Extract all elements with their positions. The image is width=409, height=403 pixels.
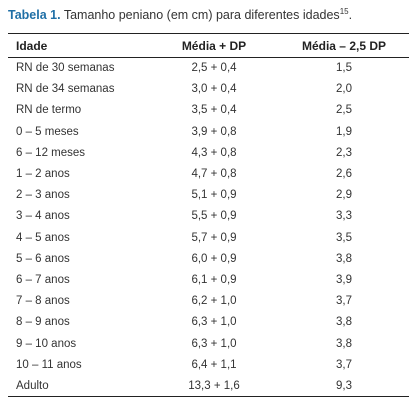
cell-media-dp: 4,3 + 0,8	[191, 146, 237, 159]
cell-media-dp: 6,4 + 1,1	[191, 358, 237, 371]
cell-media-minus-2-5-dp: 3,5	[336, 231, 352, 244]
cell-media-minus-2-5-dp: 3,8	[336, 316, 352, 329]
caption-label: Tabela 1.	[8, 8, 61, 22]
cell-media-dp: 6,2 + 1,0	[191, 295, 237, 308]
cell-media-dp: 5,7 + 0,9	[191, 231, 237, 244]
cell-idade: RN de 34 semanas	[16, 83, 115, 96]
cell-media-minus-2-5-dp: 2,5	[336, 104, 352, 117]
table-header: Idade Média + DP Média – 2,5 DP	[8, 33, 409, 58]
cell-media-dp: 13,3 + 1,6	[150, 375, 278, 398]
table-row: 1 – 2 anos 4,7 + 0,8 2,6	[8, 163, 409, 184]
cell-media-minus-2-5-dp: 3,9	[336, 273, 352, 286]
table-row: RN de 34 semanas 3,0 + 0,4 2,0	[8, 79, 409, 100]
cell-idade: 8 – 9 anos	[16, 316, 70, 329]
table-row: 6 – 12 meses 4,3 + 0,8 2,3	[8, 142, 409, 163]
cell-idade: 0 – 5 meses	[16, 125, 79, 138]
table-row: RN de 30 semanas 2,5 + 0,4 1,5	[8, 58, 409, 79]
cell-media-minus-2-5-dp: 2,6	[336, 168, 352, 181]
cell-media-minus-2-5-dp: 3,8	[336, 252, 352, 265]
caption-reference: 15	[339, 7, 349, 16]
cell-idade: 2 – 3 anos	[16, 189, 70, 202]
cell-media-minus-2-5-dp: 2,3	[336, 146, 352, 159]
cell-media-minus-2-5-dp: 3,3	[336, 210, 352, 223]
table-caption: Tabela 1. Tamanho peniano (em cm) para d…	[8, 7, 352, 23]
header-media-minus-2-5-dp: Média – 2,5 DP	[278, 33, 409, 58]
cell-media-dp: 3,9 + 0,8	[191, 125, 237, 138]
cell-idade: RN de termo	[16, 104, 82, 117]
table-row: 2 – 3 anos 5,1 + 0,9 2,9	[8, 185, 409, 206]
cell-media-minus-2-5-dp: 3,7	[336, 295, 352, 308]
table-row: 8 – 9 anos 6,3 + 1,0 3,8	[8, 312, 409, 333]
cell-media-minus-2-5-dp: 1,9	[336, 125, 352, 138]
table-row: 0 – 5 meses 3,9 + 0,8 1,9	[8, 121, 409, 142]
cell-idade: 9 – 10 anos	[16, 337, 77, 350]
cell-idade: Adulto	[8, 375, 150, 398]
cell-media-dp: 3,5 + 0,4	[191, 104, 237, 117]
table-row: 9 – 10 anos 6,3 + 1,0 3,8	[8, 333, 409, 354]
cell-media-dp: 3,0 + 0,4	[191, 83, 237, 96]
header-row: Idade Média + DP Média – 2,5 DP	[8, 33, 409, 58]
table-row: RN de termo 3,5 + 0,4 2,5	[8, 100, 409, 121]
cell-idade: 5 – 6 anos	[16, 252, 70, 265]
table-row: 10 – 11 anos 6,4 + 1,1 3,7	[8, 354, 409, 375]
penis-size-table: Idade Média + DP Média – 2,5 DP RN de 30…	[8, 33, 409, 398]
cell-media-minus-2-5-dp: 2,9	[336, 189, 352, 202]
cell-media-dp: 2,5 + 0,4	[191, 62, 237, 75]
cell-media-dp: 6,0 + 0,9	[191, 252, 237, 265]
cell-idade: RN de 30 semanas	[16, 62, 115, 75]
cell-idade: 6 – 12 meses	[16, 146, 86, 159]
table-row: 4 – 5 anos 5,7 + 0,9 3,5	[8, 227, 409, 248]
cell-media-minus-2-5-dp: 3,8	[336, 337, 352, 350]
cell-media-minus-2-5-dp: 3,7	[336, 358, 352, 371]
cell-idade: 6 – 7 anos	[16, 273, 70, 286]
cell-media-minus-2-5-dp: 2,0	[336, 83, 352, 96]
table-row: 5 – 6 anos 6,0 + 0,9 3,8	[8, 248, 409, 269]
cell-media-dp: 6,3 + 1,0	[191, 337, 237, 350]
cell-idade: 1 – 2 anos	[16, 168, 70, 181]
header-idade: Idade	[8, 33, 150, 58]
cell-media-dp: 5,5 + 0,9	[191, 210, 237, 223]
cell-media-minus-2-5-dp: 9,3	[278, 375, 409, 398]
cell-idade: 10 – 11 anos	[16, 358, 82, 371]
cell-media-minus-2-5-dp: 1,5	[336, 62, 352, 75]
caption-text: Tamanho peniano (em cm) para diferentes …	[60, 8, 340, 22]
cell-media-dp: 4,7 + 0,8	[191, 168, 237, 181]
table-row: Adulto 13,3 + 1,6 9,3	[8, 375, 409, 398]
header-media-dp: Média + DP	[150, 33, 278, 58]
cell-idade: 7 – 8 anos	[16, 295, 70, 308]
table-row: 6 – 7 anos 6,1 + 0,9 3,9	[8, 269, 409, 290]
cell-idade: 3 – 4 anos	[16, 210, 70, 223]
table-row: 7 – 8 anos 6,2 + 1,0 3,7	[8, 291, 409, 312]
cell-idade: 4 – 5 anos	[16, 231, 70, 244]
cell-media-dp: 6,1 + 0,9	[191, 273, 237, 286]
cell-media-dp: 5,1 + 0,9	[191, 189, 237, 202]
table-body: RN de 30 semanas 2,5 + 0,4 1,5 RN de 34 sem…	[8, 58, 409, 398]
cell-media-dp: 6,3 + 1,0	[191, 316, 237, 329]
table-row: 3 – 4 anos 5,5 + 0,9 3,3	[8, 206, 409, 227]
caption-end: .	[348, 8, 353, 22]
